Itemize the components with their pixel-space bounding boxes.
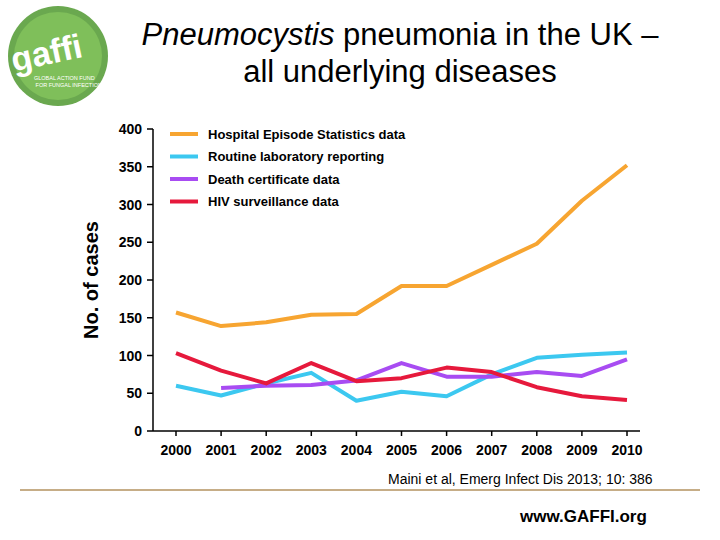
x-tick-label: 2006 (431, 442, 462, 458)
x-tick-label: 2009 (566, 442, 597, 458)
logo-subtitle: GLOBAL ACTION FUND FOR FUNGAL INFECTIONS (34, 75, 106, 88)
x-tick (581, 431, 583, 436)
x-tick (356, 431, 358, 436)
y-tick (147, 393, 153, 395)
x-tick (446, 431, 448, 436)
legend-label: HIV surveillance data (208, 194, 340, 209)
x-tick (401, 431, 403, 436)
y-tick-label: 300 (119, 197, 143, 213)
y-tick (147, 279, 153, 281)
citation: Maini et al, Emerg Infect Dis 2013; 10: … (388, 471, 653, 487)
logo-text: gaffi (7, 26, 85, 78)
y-tick-label: 400 (119, 121, 143, 137)
x-tick-label: 2000 (160, 442, 191, 458)
y-tick (147, 128, 153, 130)
y-axis-label: No. of cases (80, 221, 102, 339)
legend-swatch (170, 132, 198, 136)
x-tick-label: 2004 (341, 442, 372, 458)
series-line (176, 353, 627, 400)
y-tick-label: 100 (119, 348, 143, 364)
plot-area (176, 165, 627, 401)
chart: gaffiGLOBAL ACTION FUND FOR FUNGAL INFEC… (0, 0, 720, 540)
y-tick-label: 150 (119, 310, 143, 326)
y-tick (147, 166, 153, 168)
y-tick (147, 430, 153, 432)
y-tick-label: 50 (126, 385, 142, 401)
y-tick (147, 242, 153, 244)
x-tick-label: 2001 (206, 442, 237, 458)
y-tick-label: 250 (119, 234, 143, 250)
x-tick-label: 2008 (521, 442, 552, 458)
slide: Pneumocystis pneumonia in the UK – all u… (0, 0, 720, 540)
x-tick-label: 2003 (296, 442, 327, 458)
logo-circle (8, 6, 108, 106)
x-tick-label: 2002 (251, 442, 282, 458)
legend-label: Routine laboratory reporting (208, 149, 384, 164)
series-line (176, 165, 627, 326)
x-tick (491, 431, 493, 436)
y-tick (147, 204, 153, 206)
series-line (176, 352, 627, 400)
y-tick-label: 200 (119, 272, 143, 288)
title: Pneumocystis pneumonia in the UK – all u… (130, 16, 670, 90)
x-tick (311, 431, 313, 436)
y-tick (147, 355, 153, 357)
footer-rule (20, 489, 700, 491)
x-tick (536, 431, 538, 436)
legend-swatch (170, 200, 198, 204)
x-tick-label: 2005 (386, 442, 417, 458)
x-tick (265, 431, 267, 436)
logo: gaffiGLOBAL ACTION FUND FOR FUNGAL INFEC… (7, 6, 108, 106)
x-tick-label: 2010 (611, 442, 642, 458)
legend-swatch (170, 155, 198, 159)
website: www.GAFFI.org (519, 507, 647, 526)
y-tick-label: 350 (119, 159, 143, 175)
y-tick (147, 317, 153, 319)
x-tick (220, 431, 222, 436)
x-tick (175, 431, 177, 436)
legend-label: Death certificate data (208, 172, 340, 187)
x-axis (153, 430, 640, 432)
x-tick (626, 431, 628, 436)
y-tick-label: 0 (134, 423, 142, 439)
x-tick-label: 2007 (476, 442, 507, 458)
legend-swatch (170, 177, 198, 181)
legend-label: Hospital Episode Statistics data (208, 127, 406, 142)
